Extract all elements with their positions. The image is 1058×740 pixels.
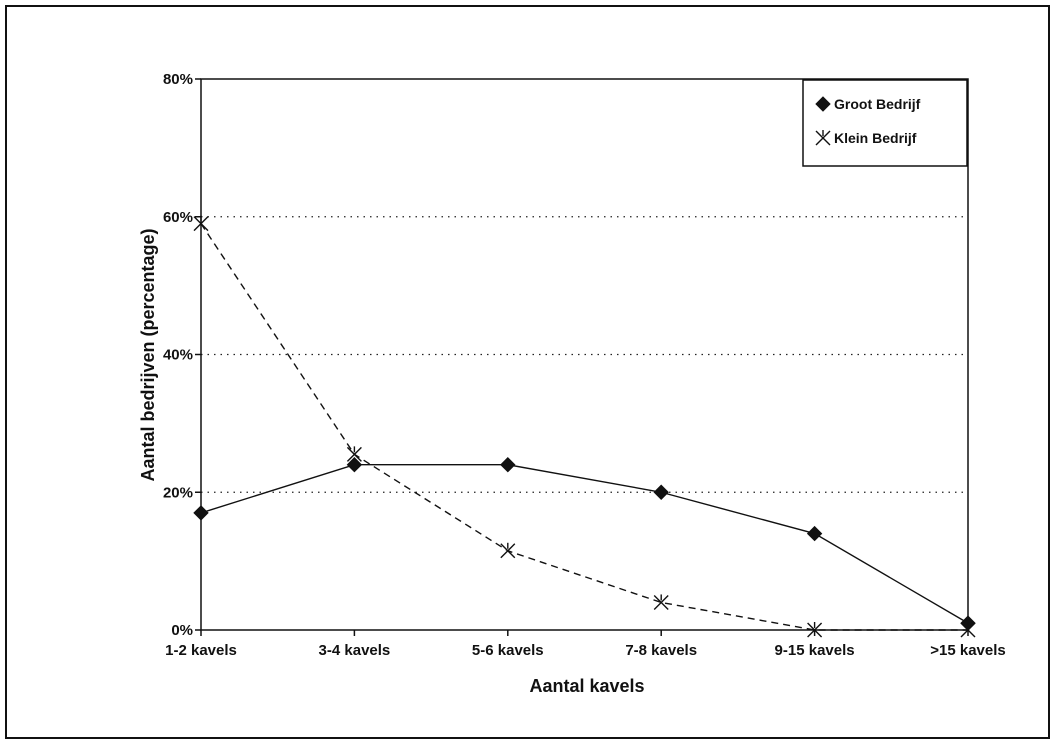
y-tick-label: 60% — [163, 209, 193, 226]
y-tick-label: 40% — [163, 347, 193, 364]
legend-marker-diamond — [815, 96, 831, 112]
legend-box — [802, 79, 968, 167]
data-point — [500, 542, 516, 559]
data-point — [960, 622, 976, 638]
x-axis-title: Aantal kavels — [529, 676, 644, 696]
data-point — [346, 446, 362, 462]
x-tick-label: 7-8 kavels — [625, 642, 697, 659]
x-tick-label: 3-4 kavels — [319, 642, 391, 659]
series-line — [200, 464, 969, 624]
series-layer — [193, 215, 976, 638]
legend-marker-asterisk — [815, 130, 831, 146]
legend-label: Groot Bedrijf — [834, 96, 921, 112]
data-point — [806, 525, 823, 542]
x-tick-label: 9-15 kavels — [775, 642, 855, 659]
data-point — [500, 456, 516, 473]
legend-label: Klein Bedrijf — [834, 130, 917, 146]
y-tick-label: 20% — [163, 484, 193, 501]
y-tick-label: 0% — [171, 622, 193, 639]
x-tick-label: 1-2 kavels — [165, 642, 237, 659]
series-klein-bedrijf — [193, 215, 976, 638]
x-tick-label: 5-6 kavels — [472, 642, 544, 659]
y-axis-ticks: 0% 20% 40% 60% 80% — [163, 71, 201, 639]
data-point — [193, 505, 209, 521]
y-axis-title: Aantal bedrijven (percentage) — [138, 228, 158, 481]
data-point — [193, 215, 209, 232]
x-tick-label: >15 kavels — [930, 642, 1006, 659]
series-line — [200, 223, 968, 631]
chart-frame — [5, 5, 1050, 739]
series-groot-bedrijf — [193, 456, 976, 631]
gridlines — [201, 216, 968, 493]
data-point — [653, 484, 669, 500]
legend: Groot Bedrijf Klein Bedrijf — [802, 79, 968, 167]
x-axis-ticks: 1-2 kavels 3-4 kavels 5-6 kavels 7-8 kavels… — [165, 630, 1006, 659]
data-point — [653, 594, 669, 610]
y-tick-label: 80% — [163, 71, 193, 88]
data-point — [346, 456, 363, 473]
data-point — [807, 622, 823, 638]
